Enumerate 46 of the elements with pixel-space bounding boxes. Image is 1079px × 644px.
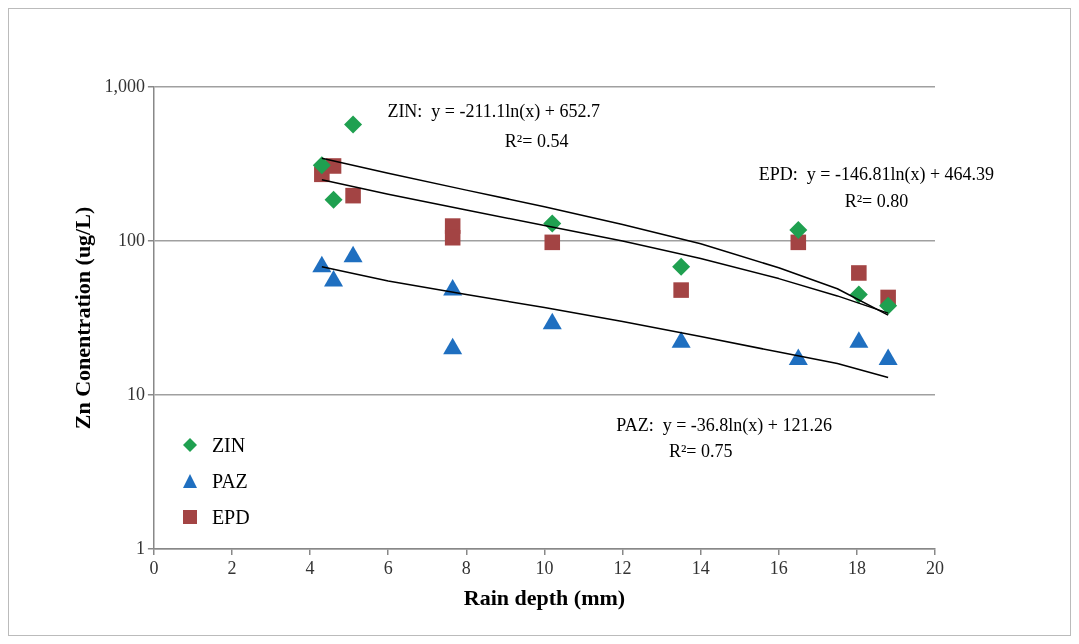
annotation: R²= 0.80 bbox=[844, 191, 909, 212]
annotation: PAZ: y = -36.8ln(x) + 121.26 bbox=[616, 415, 832, 437]
point bbox=[345, 187, 361, 204]
annotation: R²= 0.75 bbox=[668, 440, 733, 461]
point bbox=[851, 265, 867, 281]
point bbox=[543, 214, 562, 233]
x-tick-label: 16 bbox=[769, 557, 788, 578]
y-tick-label: 100 bbox=[117, 229, 145, 250]
annotation: EPD: y = -146.81ln(x) + 464.39 bbox=[758, 163, 995, 185]
point bbox=[324, 269, 344, 287]
point bbox=[542, 312, 562, 330]
x-tick-label: 10 bbox=[535, 557, 554, 578]
point bbox=[343, 245, 363, 263]
x-tick-label: 20 bbox=[926, 557, 944, 578]
y-tick-label: 10 bbox=[126, 383, 145, 404]
y-tick-label: 1 bbox=[135, 537, 145, 558]
point bbox=[544, 234, 561, 251]
point bbox=[849, 331, 869, 348]
point bbox=[312, 156, 331, 175]
point bbox=[673, 282, 689, 298]
x-tick-label: 0 bbox=[149, 557, 159, 578]
annotation: R²= 0.54 bbox=[504, 131, 569, 152]
point bbox=[878, 348, 898, 366]
y-tick-label: 1,000 bbox=[104, 75, 145, 96]
legend-label: EPD bbox=[211, 505, 250, 529]
x-tick-label: 12 bbox=[613, 557, 632, 578]
annotation: ZIN: y = -211.1ln(x) + 652.7 bbox=[387, 101, 600, 123]
point bbox=[672, 257, 691, 276]
legend-label: ZIN bbox=[211, 433, 246, 457]
x-axis-title: Rain depth (mm) bbox=[463, 585, 626, 611]
point bbox=[671, 331, 691, 348]
x-tick-label: 8 bbox=[461, 557, 471, 578]
x-tick-label: 6 bbox=[383, 557, 393, 578]
point bbox=[789, 220, 808, 239]
point bbox=[443, 337, 463, 355]
x-tick-label: 18 bbox=[847, 557, 866, 578]
x-tick-label: 2 bbox=[227, 557, 237, 578]
legend-label: PAZ bbox=[211, 469, 248, 493]
point bbox=[444, 229, 461, 246]
x-tick-label: 4 bbox=[305, 557, 315, 578]
point bbox=[879, 296, 898, 315]
point bbox=[788, 348, 808, 366]
point bbox=[344, 115, 363, 134]
x-tick-label: 14 bbox=[691, 557, 710, 578]
y-axis-title: Zn Conentration (ug/L) bbox=[69, 206, 95, 430]
point bbox=[324, 190, 343, 209]
